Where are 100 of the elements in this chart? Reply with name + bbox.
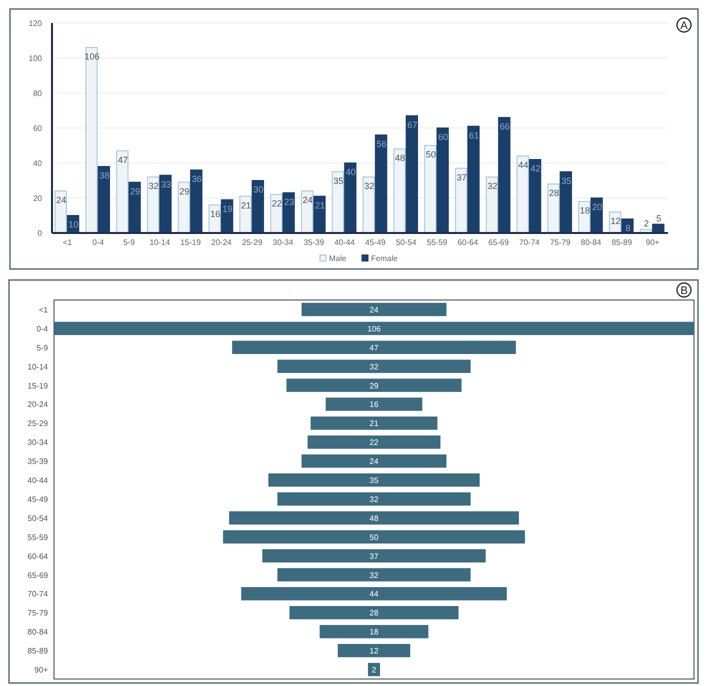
- data-label: 29: [179, 186, 190, 196]
- data-label: 32: [364, 181, 374, 191]
- x-tick-label: 0-4: [92, 238, 105, 247]
- x-tick-label: 15-19: [180, 238, 202, 247]
- bar: [467, 126, 480, 234]
- x-tick-label: 75-79: [550, 238, 571, 247]
- bar: [498, 117, 510, 234]
- x-tick-label: 85-89: [612, 238, 633, 247]
- data-label: 16: [210, 209, 220, 219]
- category-label: 45-49: [28, 494, 49, 504]
- x-tick-label: 35-39: [304, 238, 325, 247]
- data-label: 50: [426, 150, 436, 160]
- circled-letter: A: [676, 17, 692, 33]
- data-label: 37: [456, 172, 467, 182]
- x-tick-label: 90+: [646, 238, 660, 247]
- x-tick-label: 60-64: [458, 238, 479, 247]
- data-label: 47: [118, 154, 128, 165]
- data-label: 5: [656, 213, 662, 224]
- category-label: 15-19: [28, 381, 49, 390]
- data-label: 48: [370, 514, 379, 523]
- category-label: 70-74: [28, 590, 49, 599]
- x-tick-label: 80-84: [580, 238, 602, 247]
- category-label: 20-24: [28, 400, 49, 410]
- category-label: 0-4: [36, 324, 49, 334]
- bar: [344, 162, 356, 234]
- x-tick-label: 5-9: [123, 238, 136, 247]
- x-tick-label: 40-44: [334, 238, 356, 247]
- data-label: 60: [438, 132, 448, 142]
- data-label: 23: [284, 196, 294, 207]
- data-label: 29: [130, 186, 140, 196]
- x-tick-label: 10-14: [150, 238, 171, 247]
- category-label: 30-34: [28, 438, 49, 448]
- bar: [98, 166, 110, 234]
- data-label: 37: [370, 552, 379, 561]
- data-label: 35: [333, 176, 344, 186]
- data-label: 22: [370, 438, 379, 448]
- bar: [560, 171, 572, 234]
- data-label: 19: [222, 204, 233, 214]
- x-tick-label: 20-24: [211, 238, 232, 247]
- category-label: 85-89: [28, 646, 49, 656]
- data-label: 38: [99, 170, 110, 180]
- data-label: 48: [395, 153, 406, 163]
- data-label: 12: [610, 216, 621, 226]
- data-label: 50: [370, 532, 379, 542]
- data-label: 36: [192, 174, 202, 184]
- data-label: 35: [370, 476, 379, 486]
- bar: [406, 115, 418, 234]
- data-label: 24: [370, 457, 379, 466]
- data-label: 67: [407, 120, 418, 130]
- category-label: 75-79: [28, 608, 49, 618]
- data-label: 18: [370, 628, 379, 637]
- category-label: 90+: [34, 666, 48, 675]
- x-tick-label: 25-29: [242, 238, 263, 247]
- data-label: 106: [84, 52, 100, 62]
- data-label: 30: [253, 184, 264, 194]
- bar: [282, 192, 295, 234]
- data-label: 40: [346, 167, 356, 177]
- data-label: 28: [370, 608, 379, 618]
- data-label: 32: [370, 362, 379, 372]
- data-label: 10: [68, 220, 79, 230]
- data-label: 24: [302, 195, 313, 205]
- data-label: 16: [370, 400, 379, 410]
- category-label: 5-9: [36, 343, 49, 352]
- data-label: 24: [56, 195, 66, 205]
- y-tick-label: 0: [38, 229, 43, 238]
- x-tick-label: 30-34: [272, 238, 294, 247]
- data-label: 66: [500, 122, 510, 132]
- data-label: 28: [549, 188, 560, 198]
- circled-letter: B: [676, 282, 692, 298]
- x-tick-label: 65-69: [488, 238, 510, 247]
- bar: [190, 170, 202, 234]
- data-label: 18: [580, 206, 590, 216]
- category-label: 50-54: [28, 514, 49, 523]
- data-label: 35: [561, 176, 572, 186]
- category-label: 55-59: [28, 532, 49, 542]
- data-label: 2: [372, 666, 377, 675]
- data-label: 42: [530, 164, 541, 174]
- data-label: 44: [518, 160, 528, 170]
- category-label: 65-69: [28, 570, 49, 580]
- legend-label: Female: [371, 254, 398, 263]
- y-tick-label: 60: [33, 124, 43, 133]
- data-label: 8: [625, 223, 630, 233]
- y-tick-label: 20: [33, 194, 43, 203]
- x-tick-label: 50-54: [396, 238, 417, 247]
- y-tick-label: 40: [33, 159, 43, 168]
- y-tick-label: 120: [28, 19, 43, 28]
- data-label: 32: [370, 494, 379, 504]
- data-label: 106: [367, 324, 382, 334]
- x-tick-label: 55-59: [426, 238, 448, 247]
- data-label: 20: [592, 202, 602, 212]
- data-label: 32: [487, 181, 498, 191]
- x-tick-label: <1: [62, 238, 73, 247]
- data-label: 29: [370, 381, 379, 390]
- y-tick-label: 100: [28, 54, 43, 63]
- data-label: 12: [370, 646, 379, 656]
- category-label: 40-44: [28, 476, 49, 486]
- y-tick-label: 80: [33, 89, 43, 98]
- data-label: 21: [241, 200, 252, 210]
- category-label: 35-39: [28, 457, 49, 466]
- data-label: 24: [370, 305, 379, 314]
